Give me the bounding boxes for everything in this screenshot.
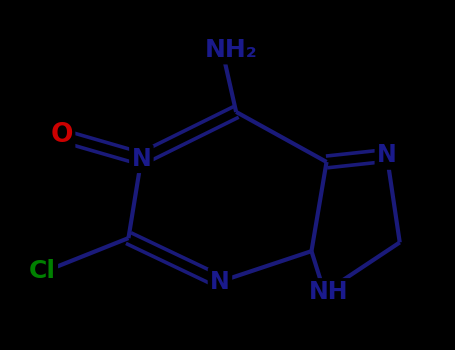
Text: N: N [210,270,230,294]
Text: N: N [377,144,397,167]
Text: NH: NH [309,280,349,304]
Text: O: O [50,122,73,148]
Text: N: N [131,147,151,171]
Text: Cl: Cl [29,259,56,283]
Text: NH₂: NH₂ [205,38,258,62]
